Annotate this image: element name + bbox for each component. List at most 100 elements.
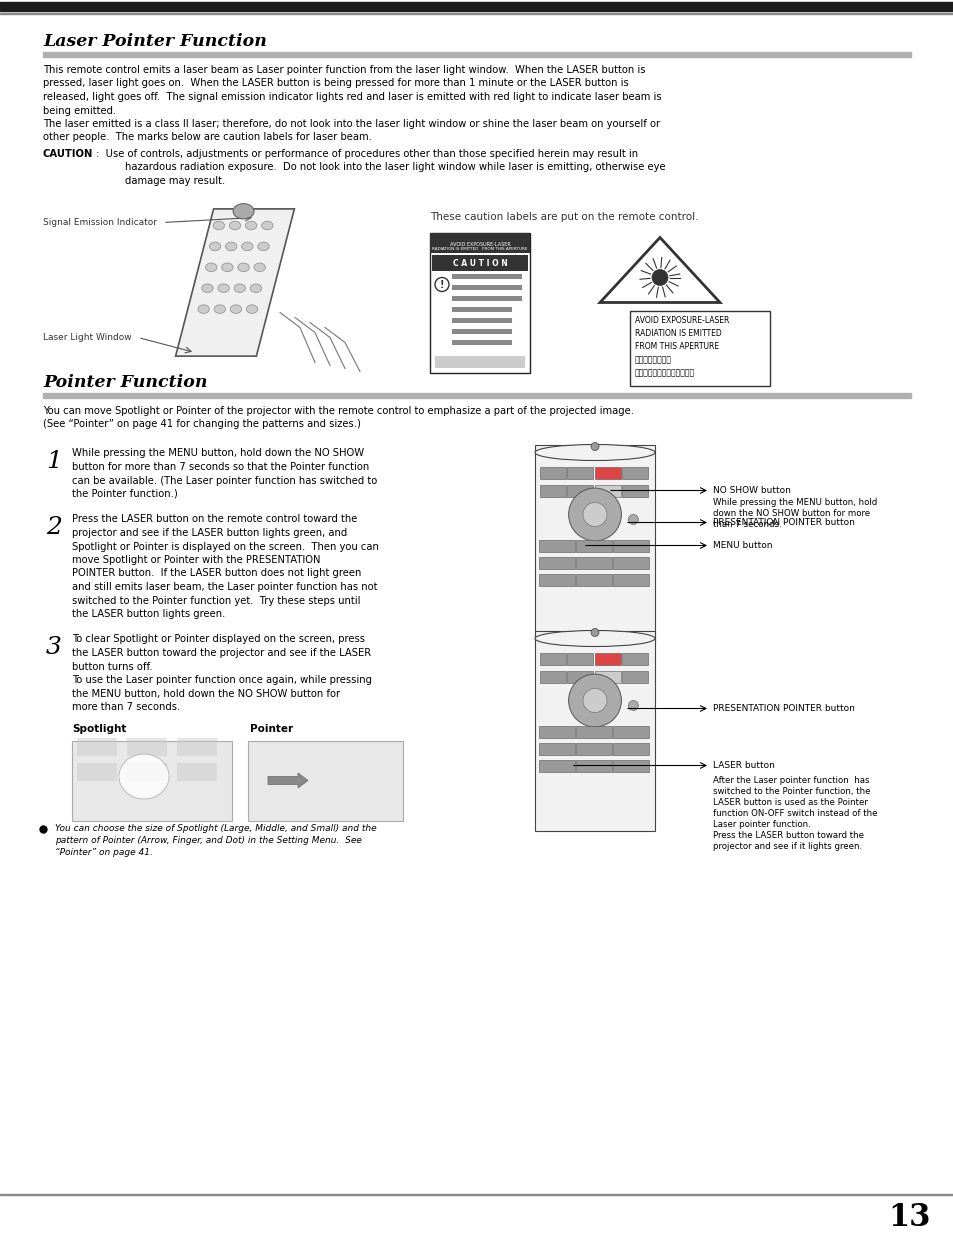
Bar [621, 484, 647, 496]
Text: move Spotlight or Pointer with the PRESENTATION: move Spotlight or Pointer with the PRESE… [71, 555, 320, 564]
Text: pattern of Pointer (Arrow, Finger, and Dot) in the Setting Menu.  See: pattern of Pointer (Arrow, Finger, and D… [55, 836, 361, 845]
Text: 13: 13 [888, 1203, 930, 1234]
Bar [538, 557, 575, 568]
Ellipse shape [209, 242, 220, 251]
Bar [430, 232, 530, 373]
Text: POINTER button.  If the LASER button does not light green: POINTER button. If the LASER button does… [71, 568, 361, 578]
Bar [535, 445, 655, 645]
Text: “Pointer” on page 41.: “Pointer” on page 41. [55, 848, 152, 857]
Circle shape [568, 488, 620, 541]
Bar [538, 725, 575, 737]
Text: projector and see if it lights green.: projector and see if it lights green. [712, 842, 862, 851]
Bar [452, 340, 512, 345]
Bar [539, 671, 565, 683]
Text: To clear Spotlight or Pointer displayed on the screen, press: To clear Spotlight or Pointer displayed … [71, 635, 365, 645]
Ellipse shape [119, 755, 169, 799]
Ellipse shape [233, 284, 245, 293]
Bar [613, 725, 648, 737]
Text: ビームをのぞき込まないこと: ビームをのぞき込まないこと [635, 368, 695, 377]
Ellipse shape [590, 629, 598, 636]
Ellipse shape [201, 284, 213, 293]
Text: Laser pointer function.: Laser pointer function. [712, 820, 810, 829]
Bar [595, 467, 620, 478]
Bar [629, 310, 769, 385]
Text: Pointer Function: Pointer Function [43, 374, 208, 391]
Ellipse shape [590, 442, 598, 451]
Text: hazardous radiation exposure.  Do not look into the laser light window while las: hazardous radiation exposure. Do not loo… [125, 163, 665, 173]
Ellipse shape [257, 242, 269, 251]
Text: AVOID EXPOSURE-LASER: AVOID EXPOSURE-LASER [635, 316, 729, 325]
Text: You can move Spotlight or Pointer of the projector with the remote control to em: You can move Spotlight or Pointer of the… [43, 405, 634, 415]
Ellipse shape [535, 445, 655, 461]
Text: The laser emitted is a class II laser; therefore, do not look into the laser lig: The laser emitted is a class II laser; t… [43, 119, 659, 128]
Text: C A U T I O N: C A U T I O N [452, 259, 507, 268]
Bar [613, 540, 648, 552]
Text: Signal Emission Indicator: Signal Emission Indicator [43, 219, 157, 227]
Bar [576, 540, 612, 552]
Bar [538, 573, 575, 585]
Ellipse shape [261, 221, 273, 230]
FancyArrow shape [268, 773, 308, 788]
Bar [127, 737, 167, 756]
Bar [613, 742, 648, 755]
Text: Press the LASER button toward the: Press the LASER button toward the [712, 831, 863, 840]
Text: switched to the Pointer function yet.  Try these steps until: switched to the Pointer function yet. Tr… [71, 595, 360, 605]
Text: NO SHOW button: NO SHOW button [712, 487, 790, 495]
Ellipse shape [225, 242, 236, 251]
Ellipse shape [246, 305, 257, 314]
Bar [613, 557, 648, 568]
Bar [452, 273, 521, 279]
Bar [430, 232, 530, 252]
Bar [595, 652, 620, 664]
Text: projector and see if the LASER button lights green, and: projector and see if the LASER button li… [71, 529, 347, 538]
Bar [177, 762, 216, 781]
Ellipse shape [229, 221, 240, 230]
Bar [0, 10, 953, 11]
Bar [538, 760, 575, 772]
Bar [576, 573, 612, 585]
Text: down the NO SHOW button for more: down the NO SHOW button for more [712, 509, 869, 517]
Text: AVOID EXPOSURE-LASER: AVOID EXPOSURE-LASER [449, 242, 510, 247]
Bar [452, 306, 512, 311]
Polygon shape [175, 209, 294, 356]
Bar [595, 484, 620, 496]
Bar [539, 652, 565, 664]
Bar [539, 484, 565, 496]
Bar [576, 725, 612, 737]
Bar [43, 52, 910, 57]
Bar [566, 467, 593, 478]
Bar [77, 762, 117, 781]
Text: You can choose the size of Spotlight (Large, Middle, and Small) and the: You can choose the size of Spotlight (La… [55, 824, 376, 832]
Text: CAUTION: CAUTION [43, 149, 93, 159]
Circle shape [628, 700, 638, 710]
Text: PRESENTATION POINTER button: PRESENTATION POINTER button [712, 704, 854, 713]
Text: Spotlight or Pointer is displayed on the screen.  Then you can: Spotlight or Pointer is displayed on the… [71, 541, 378, 552]
Ellipse shape [197, 305, 209, 314]
Ellipse shape [233, 204, 253, 219]
Bar [539, 467, 565, 478]
Bar [576, 760, 612, 772]
Circle shape [582, 688, 606, 713]
Bar [0, 1193, 953, 1195]
Text: button turns off.: button turns off. [71, 662, 152, 672]
Text: :  Use of controls, adjustments or performance of procedures other than those sp: : Use of controls, adjustments or perfor… [92, 149, 638, 159]
Text: Press the LASER button on the remote control toward the: Press the LASER button on the remote con… [71, 515, 357, 525]
Bar [177, 737, 216, 756]
Bar [566, 484, 593, 496]
Bar [435, 356, 524, 368]
Text: pressed, laser light goes on.  When the LASER button is being pressed for more t: pressed, laser light goes on. When the L… [43, 79, 628, 89]
Text: than 7 seconds.: than 7 seconds. [712, 520, 781, 529]
Bar [452, 295, 521, 300]
Bar [538, 540, 575, 552]
Text: LASER button is used as the Pointer: LASER button is used as the Pointer [712, 798, 867, 806]
Text: button for more than 7 seconds so that the Pointer function: button for more than 7 seconds so that t… [71, 462, 369, 472]
Text: RADIATION IS EMITTED   FROM THIS APERTURE: RADIATION IS EMITTED FROM THIS APERTURE [432, 247, 527, 252]
Circle shape [651, 269, 667, 285]
Text: !: ! [439, 279, 444, 289]
Polygon shape [599, 237, 720, 303]
Bar [621, 671, 647, 683]
Text: FROM THIS APERTURE: FROM THIS APERTURE [635, 342, 719, 351]
Bar [0, 2, 953, 9]
Bar [613, 760, 648, 772]
Bar [566, 671, 593, 683]
